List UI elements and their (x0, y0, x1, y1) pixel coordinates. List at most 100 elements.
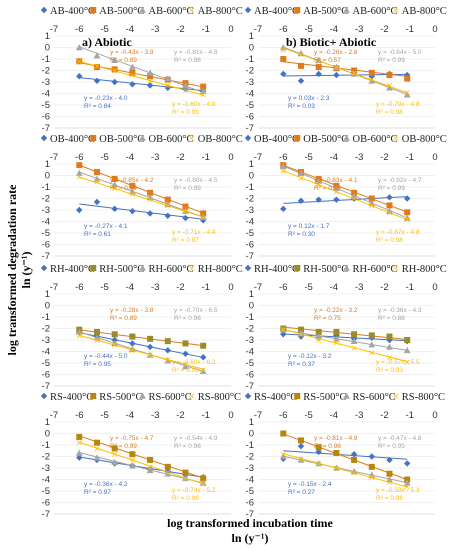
data-point (146, 69, 154, 76)
data-point (75, 328, 83, 335)
x-tick-label: -6 (75, 152, 83, 163)
data-point (182, 340, 189, 347)
data-point: × (76, 173, 84, 183)
data-point (147, 456, 154, 463)
data-point (182, 214, 189, 222)
legend-entry-2: RS-500°C (303, 392, 346, 403)
y-axis-title-line1: log transformed degradation rate (5, 184, 19, 356)
r-squared-label-3: R² = 0.88 (378, 315, 405, 322)
legend-entry-2: OB-500°C (303, 134, 348, 145)
data-point: × (146, 77, 154, 87)
y-tick-label: -5 (42, 358, 50, 369)
x-tick-labels: -7 -6 -5 -4 -3 -2 -1 0 (254, 282, 438, 293)
x-axis-title-line1: log transformed incubation time (167, 516, 333, 530)
panel-label: b) Biotic+ Abiotic (286, 35, 377, 49)
data-point (404, 476, 411, 483)
x-tick-labels: -7 -6 -5 -4 -3 -2 -1 0 (50, 24, 234, 35)
data-point (280, 205, 287, 213)
data-point (93, 175, 101, 182)
x-tick-label: -5 (100, 282, 108, 293)
data-point (147, 189, 154, 196)
x-tick-label: -4 (126, 282, 134, 293)
data-point (332, 335, 340, 342)
trend-line-3 (283, 455, 408, 484)
series-2-points (76, 433, 207, 482)
legend-entry-4: RS-800°C (198, 392, 241, 403)
data-point (164, 338, 171, 345)
data-point (93, 64, 100, 71)
x-tick-label: -1 (405, 24, 413, 35)
data-point (129, 69, 136, 76)
data-point (333, 328, 340, 335)
data-point (76, 433, 83, 440)
chart-panel-4: OB-400°C OB-500°C OB-600°C× OB-800°C10-1-2-… (244, 134, 447, 262)
r-squared-label-3: R² = 0.96 (174, 443, 201, 450)
equation-label-3: y = -0.47x - 4.8 (378, 435, 422, 442)
data-point: × (182, 360, 190, 370)
y-tick-label: -4 (42, 475, 50, 486)
x-tick-label: -1 (201, 282, 209, 293)
data-point: × (111, 184, 119, 194)
data-point (146, 343, 154, 351)
legend-entry-1: AB-400°C (50, 6, 95, 17)
data-point (146, 210, 154, 217)
data-point (128, 63, 136, 70)
data-point (315, 177, 323, 185)
data-point (315, 333, 323, 340)
data-point: × (129, 71, 137, 81)
data-point (386, 456, 393, 464)
equation-label-4: y = -0.59x - 5.3 (376, 487, 420, 494)
data-point: × (315, 459, 323, 469)
data-point (182, 474, 189, 482)
x-tick-label: -6 (279, 410, 287, 421)
y-tick-label: -2 (246, 194, 254, 205)
y-tick-labels: 10-1-2-3-4-5-6-7 (42, 289, 50, 392)
data-point (199, 213, 207, 220)
equation-label-2: y = -0.81x - 4.9 (314, 435, 358, 442)
legend-entry-4: OB-800°C (198, 134, 243, 145)
x-tick-label: 0 (228, 152, 233, 163)
r-squared-label-3: R² = 0.99 (378, 57, 405, 64)
data-point (111, 175, 118, 182)
data-point (332, 464, 340, 471)
data-point (76, 162, 83, 169)
equation-label-1: y = -0.27x - 4.1 (84, 223, 128, 230)
data-point: × (93, 62, 101, 72)
data-point (280, 331, 287, 338)
equation-label-4: y = -0.60x - 6.2 (172, 359, 216, 366)
y-tick-label: -3 (42, 463, 50, 474)
legend-entry-1: RH-400°C (254, 264, 299, 275)
r-squared-label-4: R² = 0.98 (376, 109, 403, 116)
x-tick-label: -6 (279, 24, 287, 35)
data-point (351, 189, 358, 196)
data-point (350, 70, 358, 77)
data-point: × (76, 57, 84, 67)
equation-label-2: y = -0.43x - 3.9 (110, 49, 154, 56)
data-point (164, 212, 171, 219)
equation-label-4: y = -0.87x - 4.8 (376, 229, 420, 236)
series-3-points (279, 44, 411, 98)
data-point: × (93, 444, 101, 454)
data-point (280, 430, 287, 437)
legend-marker-4: × (188, 6, 196, 16)
data-point (200, 210, 207, 217)
data-point (76, 454, 83, 461)
data-point: × (297, 330, 305, 340)
panel-label: a) Abiotic (82, 35, 132, 49)
data-point (129, 451, 136, 458)
data-point (297, 169, 305, 176)
x-tick-labels: -7 -6 -5 -4 -3 -2 -1 0 (254, 24, 438, 35)
data-point (315, 196, 322, 203)
legend: RH-400°C RH-500°C RH-600°C× RH-800°C (40, 264, 243, 275)
data-point: × (76, 439, 84, 449)
legend-marker-2 (294, 393, 301, 399)
equation-label-4: y = -0.79x - 4.8 (376, 101, 420, 108)
y-tick-label: 1 (249, 417, 254, 428)
data-point (333, 196, 340, 203)
trend-line-1 (79, 77, 204, 92)
legend-marker-1 (40, 392, 48, 400)
y-tick-label: 0 (45, 43, 50, 54)
y-tick-label: -6 (42, 498, 50, 509)
data-point (350, 468, 358, 475)
y-tick-label: 0 (249, 43, 254, 54)
